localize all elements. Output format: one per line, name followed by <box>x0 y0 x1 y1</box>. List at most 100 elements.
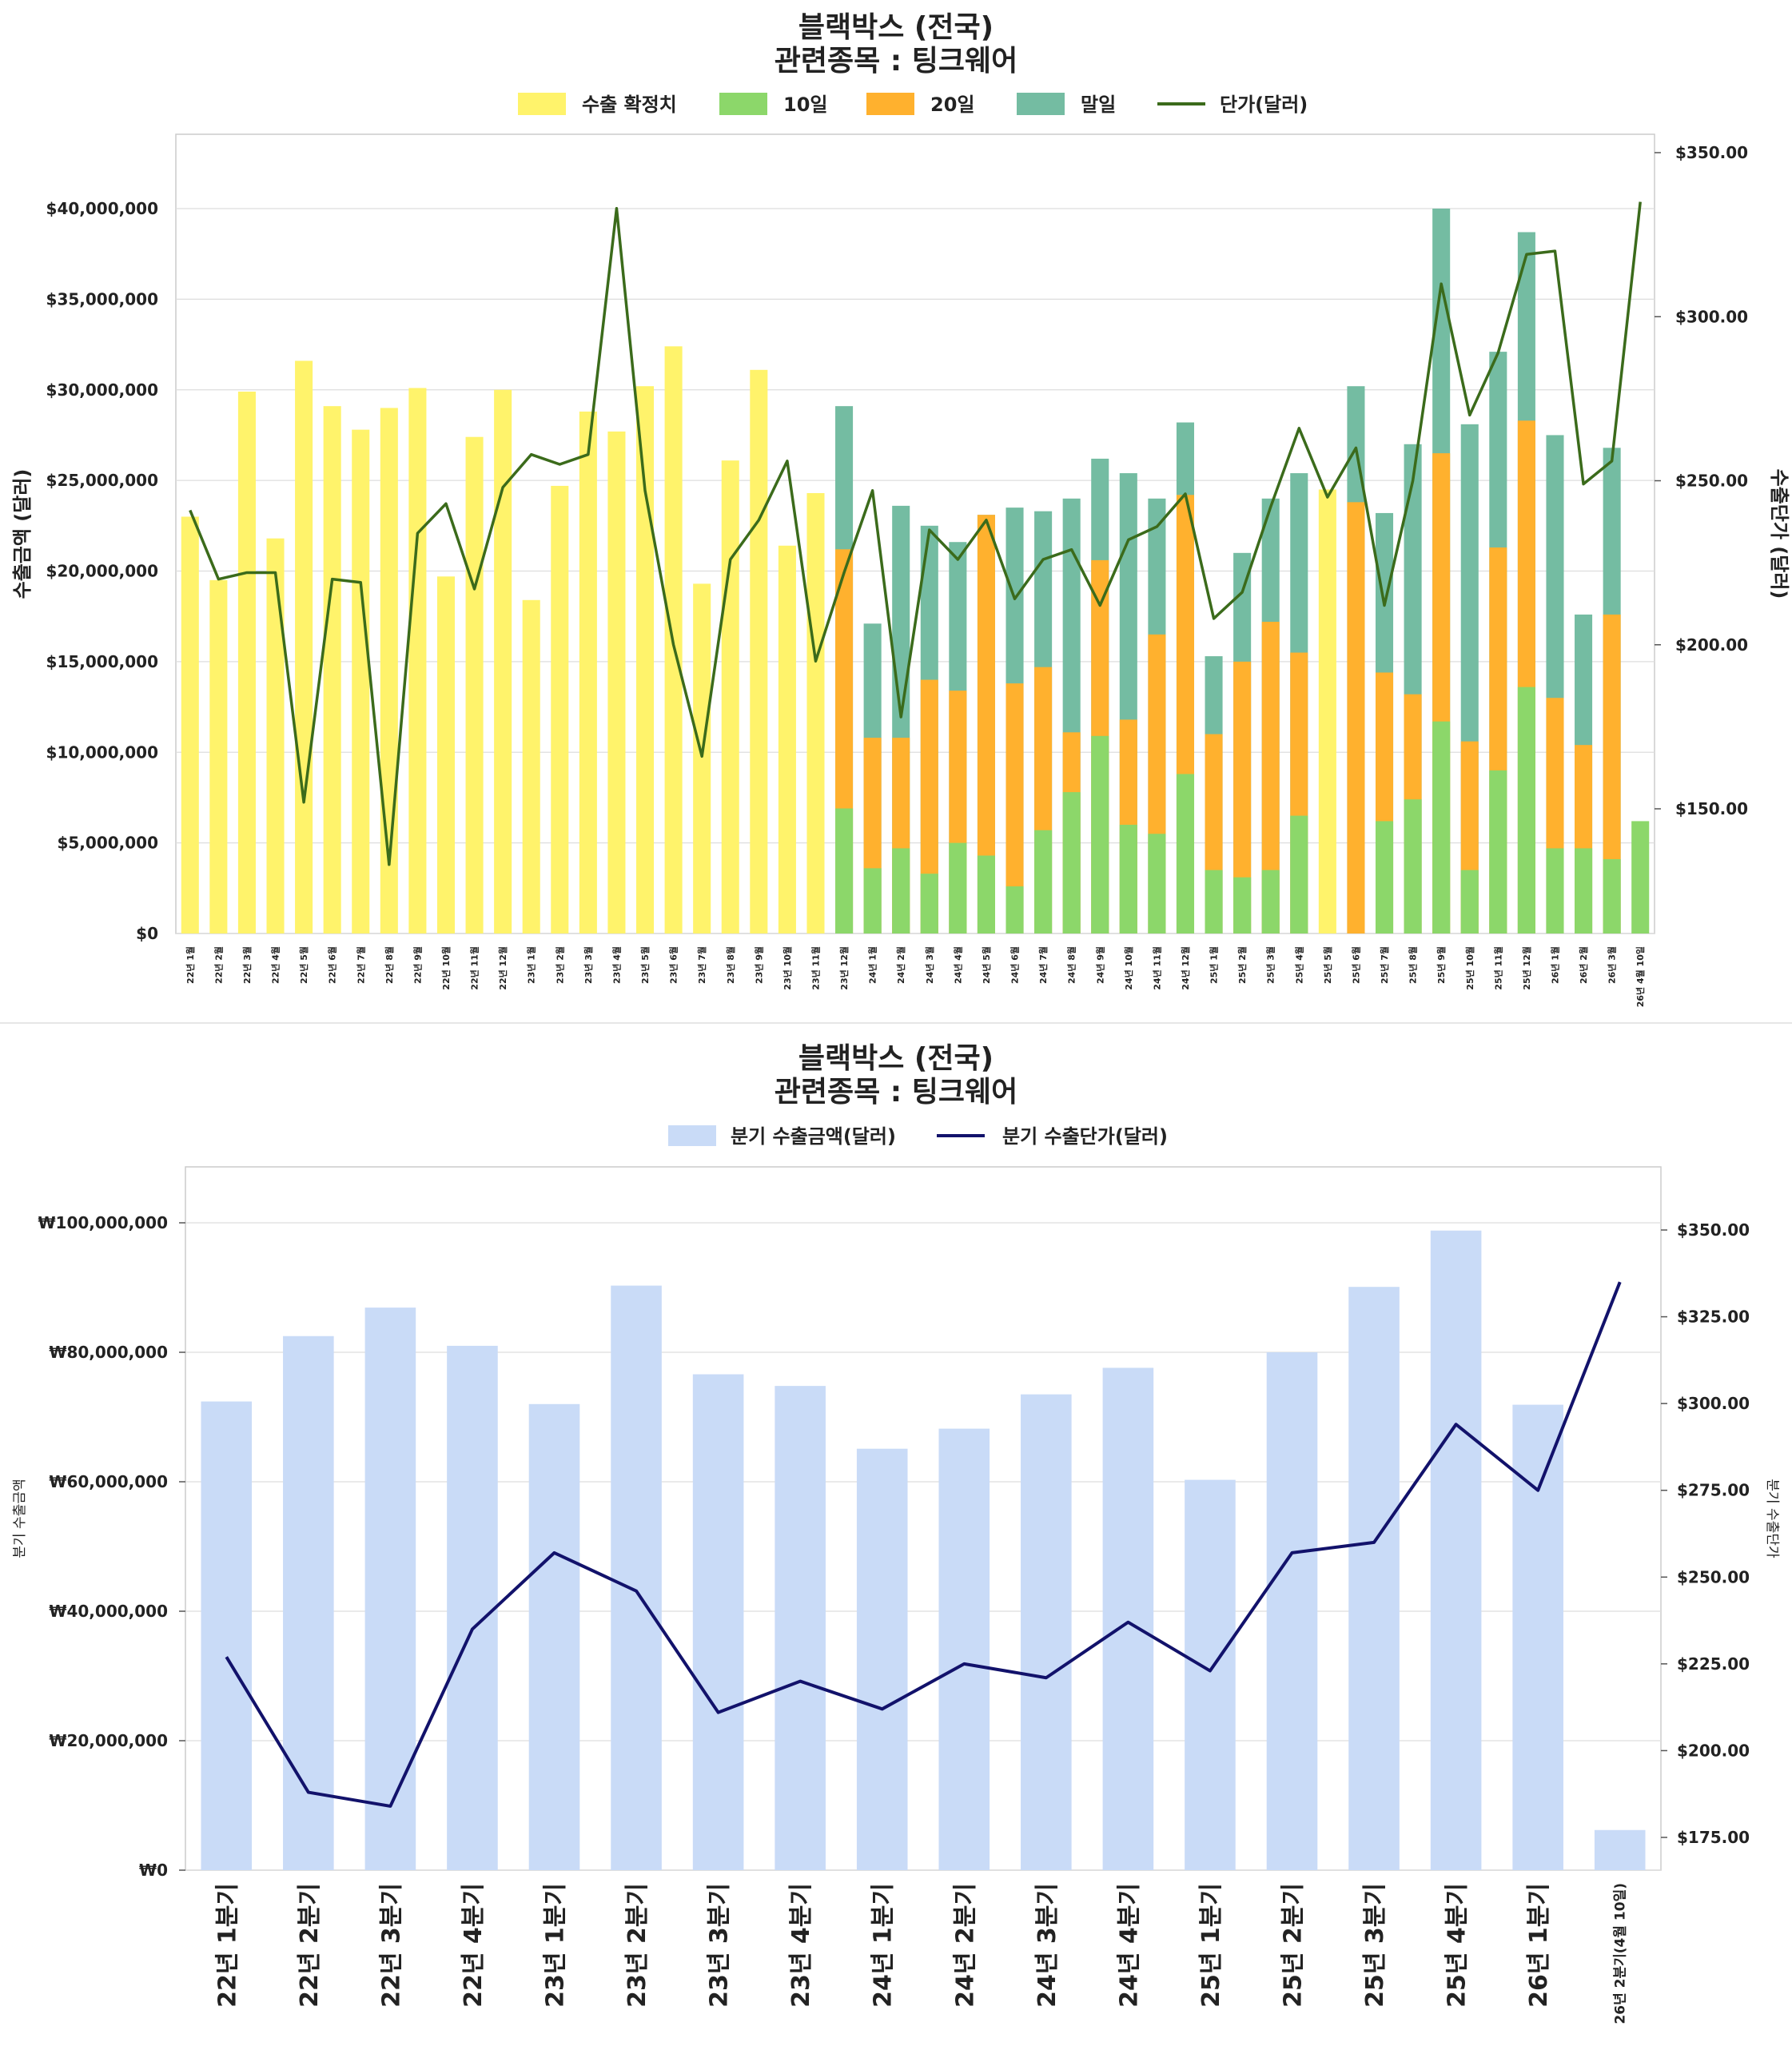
bar-confirmed <box>551 485 569 933</box>
chart1-x-tick-label: 23년 6월 <box>668 946 679 984</box>
bar-quarter-amount <box>364 1308 416 1870</box>
legend-label-quarter-price: 분기 수출단가(달러) <box>1002 1125 1168 1148</box>
chart1-y2-tick-label: $300.00 <box>1675 307 1748 326</box>
bar-confirmed <box>181 516 199 933</box>
legend-swatch-quarter-amount <box>668 1125 716 1146</box>
chart2-x-tick-label: 23년 4분기 <box>787 1883 815 2008</box>
chart1-y2-axis-label: 수출단가 (달러) <box>1768 469 1790 599</box>
bar-confirmed <box>266 538 285 933</box>
bar-10day <box>892 848 910 933</box>
chart2-title: 블랙박스 (전국) <box>798 1042 994 1075</box>
chart2-bars <box>201 1230 1646 1870</box>
chart1-x-tick-label: 25년 2월 <box>1236 946 1248 984</box>
chart1-x-tick-label: 23년 5월 <box>639 946 651 984</box>
chart2-x-tick-label: 26년 2분기(4월 10일) <box>1613 1883 1629 2024</box>
chart1-x-tick-label: 23년 12월 <box>838 946 850 990</box>
chart2-y2-tick-label: $275.00 <box>1677 1481 1750 1500</box>
bar-quarter-amount <box>611 1285 662 1870</box>
legend-label-monthend: 말일 <box>1081 94 1116 116</box>
chart1-x-tick-label: 24년 11월 <box>1151 946 1162 990</box>
chart2-y2-tick-label: $225.00 <box>1677 1654 1750 1674</box>
chart1-x-tick-label: 22년 5월 <box>298 946 309 984</box>
chart1-bars <box>181 209 1650 934</box>
bar-20day <box>1006 683 1024 933</box>
chart2-price-line <box>225 1281 1622 1808</box>
bar-quarter-amount <box>283 1335 334 1870</box>
bar-20day <box>920 679 938 933</box>
bar-10day <box>1517 687 1535 933</box>
bar-confirmed <box>237 392 256 934</box>
bar-confirmed <box>209 579 228 933</box>
chart1-y-ticks: $0 $5,000,000 $10,000,000 $15,000,000 $20,00… <box>46 199 158 943</box>
chart1-x-tick-label: 25년 3월 <box>1265 946 1276 984</box>
chart1-x-tick-label: 24년 9월 <box>1094 946 1105 984</box>
chart1-x-tick-label: 25년 12월 <box>1521 946 1532 990</box>
chart1-x-tick-label: 22년 11월 <box>469 946 480 990</box>
chart2-x-tick-label: 22년 3분기 <box>377 1883 405 2008</box>
legend-label-10day: 10일 <box>783 94 827 116</box>
bar-quarter-amount <box>692 1374 744 1870</box>
bar-10day <box>920 874 938 933</box>
bar-20day <box>1603 614 1621 933</box>
bar-10day <box>1290 815 1308 933</box>
chart2-x-tick-label: 24년 4분기 <box>1115 1883 1143 2008</box>
bar-confirmed <box>323 406 341 934</box>
chart1-x-tick-label: 26년 3월 <box>1607 946 1618 984</box>
bar-10day <box>1404 799 1422 933</box>
bar-quarter-amount <box>447 1345 498 1870</box>
chart2-y2-tick-label: $350.00 <box>1677 1220 1750 1240</box>
bar-20day <box>1347 502 1365 933</box>
chart1-x-tick-label: 24년 4월 <box>952 946 963 984</box>
chart2-y2-tick-label: $175.00 <box>1677 1828 1750 1847</box>
chart1-x-tick-label: 22년 8월 <box>384 946 395 984</box>
chart2-y2-axis-label: 분기 수출단가 <box>1764 1479 1780 1558</box>
bar-10day <box>1205 870 1223 933</box>
chart1-x-tick-label: 23년 1월 <box>526 946 537 984</box>
bar-quarter-amount <box>1430 1230 1482 1870</box>
chart1-y-tick-label: $35,000,000 <box>46 289 158 308</box>
bar-10day <box>1119 824 1137 933</box>
bar-confirmed <box>806 492 825 933</box>
bar-confirmed <box>408 388 427 933</box>
chart2-y-tick-label: ₩100,000,000 <box>38 1213 169 1232</box>
bar-quarter-amount <box>1594 1829 1646 1870</box>
chart1-y-tick-label: $15,000,000 <box>46 652 158 671</box>
bar-20day <box>1233 661 1252 933</box>
bar-confirmed <box>465 436 484 933</box>
legend-swatch-10day <box>719 93 767 115</box>
chart1-x-tick-label: 22년 4월 <box>270 946 281 984</box>
quarter-price-line-series <box>225 1281 1622 1808</box>
chart1-x-tick-label: 22년 1월 <box>185 946 196 984</box>
chart1-x-tick-label: 25년 4월 <box>1293 946 1304 984</box>
legend-swatch-monthend <box>1017 93 1065 115</box>
chart1-y-tick-label: $30,000,000 <box>46 380 158 400</box>
chart1-y-tick-label: $40,000,000 <box>46 199 158 218</box>
bar-10day <box>1460 870 1479 933</box>
bar-confirmed <box>750 369 768 933</box>
chart1-x-tick-label: 25년 7월 <box>1379 946 1390 984</box>
chart1-x-tick-label: 24년 5월 <box>981 946 992 984</box>
bar-10day <box>863 868 882 933</box>
bar-10day <box>1631 821 1650 933</box>
bar-10day <box>1603 859 1621 933</box>
bar-quarter-amount <box>1185 1479 1236 1870</box>
chart1-x-tick-label: 23년 11월 <box>810 946 821 990</box>
bar-confirmed <box>494 389 512 933</box>
chart1-y-tick-label: $25,000,000 <box>46 471 158 490</box>
chart1-y2-tick-label: $200.00 <box>1675 635 1748 655</box>
chart1-x-tick-label: 25년 8월 <box>1408 946 1419 984</box>
chart1-x-tick-label: 23년 4월 <box>611 946 622 984</box>
bar-confirmed <box>721 460 739 933</box>
bar-quarter-amount <box>1348 1287 1400 1870</box>
bar-20day <box>1261 621 1280 933</box>
chart1-x-tick-label: 25년 10월 <box>1464 946 1475 990</box>
chart1-x-tick-label: 22년 2월 <box>213 946 224 984</box>
bar-confirmed <box>295 360 313 934</box>
chart1-x-tick-label: 25년 6월 <box>1350 946 1361 984</box>
bar-quarter-amount <box>775 1386 826 1870</box>
chart2-x-tick-label: 25년 1분기 <box>1197 1883 1225 2008</box>
bar-10day <box>1176 774 1195 933</box>
chart1-price-line <box>189 201 1642 866</box>
chart1-x-tick-label: 24년 10월 <box>1123 946 1134 990</box>
